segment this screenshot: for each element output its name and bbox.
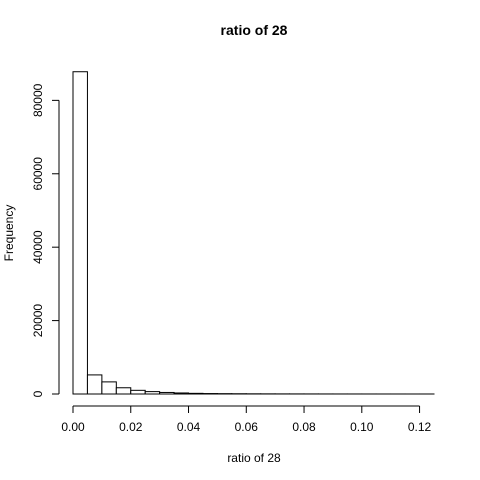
x-tick-label: 0.12 [408, 420, 432, 434]
y-axis: 0 20000 40000 60000 80000 [31, 83, 60, 397]
histogram-bar [159, 391, 175, 395]
histogram-bar [115, 387, 132, 395]
x-tick-label: 0.02 [119, 420, 143, 434]
histogram-bar [188, 392, 204, 395]
histogram-bar [101, 381, 117, 395]
y-tick-label: 20000 [31, 304, 45, 338]
histogram-bar [144, 391, 161, 395]
x-tick-label: 0.06 [235, 420, 259, 434]
x-axis-label: ratio of 28 [227, 451, 281, 465]
y-tick-label: 40000 [31, 230, 45, 264]
histogram-bar [86, 374, 103, 395]
y-tick-label: 0 [31, 390, 45, 397]
x-axis: 0.00 0.02 0.04 0.06 0.08 0.10 0.12 [61, 405, 432, 434]
x-tick-label: 0.10 [350, 420, 374, 434]
histogram-bar [130, 389, 146, 395]
histogram-bars [72, 71, 435, 395]
x-tick-label: 0.00 [61, 420, 85, 434]
chart-title: ratio of 28 [221, 22, 288, 38]
x-tick-label: 0.04 [177, 420, 201, 434]
histogram-bar [173, 392, 190, 395]
y-tick-label: 80000 [31, 83, 45, 117]
histogram-bar [72, 71, 88, 395]
x-tick-label: 0.08 [292, 420, 316, 434]
y-tick-label: 60000 [31, 157, 45, 191]
y-axis-label: Frequency [2, 205, 16, 262]
